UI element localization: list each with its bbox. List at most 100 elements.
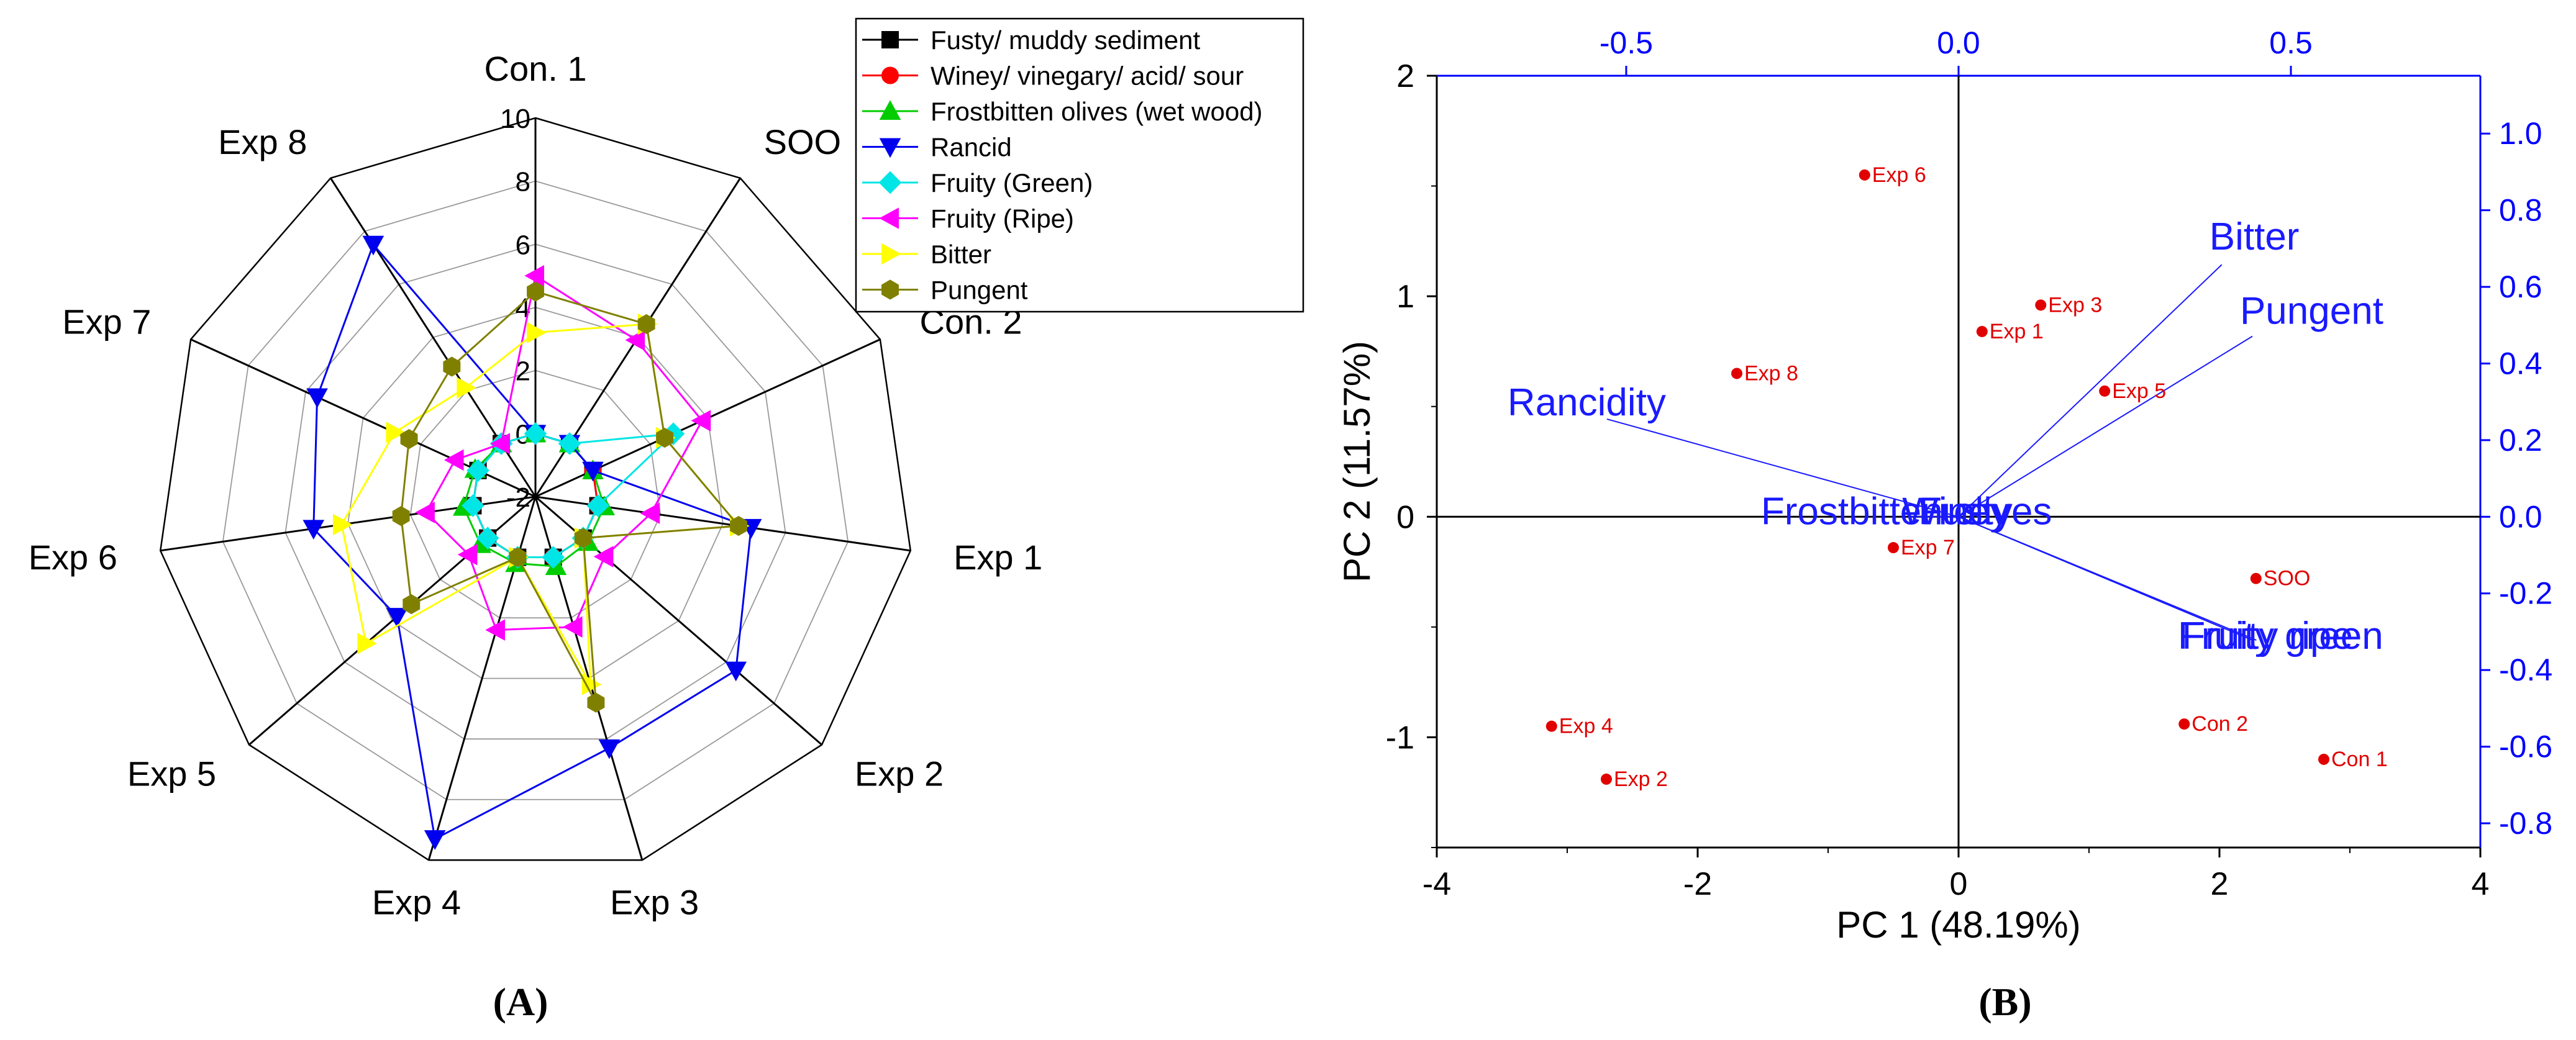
biplot-top-tick-label: -0.5: [1600, 25, 1653, 60]
legend-item-label: Rancid: [931, 133, 1012, 162]
radar-data-point: [637, 314, 655, 335]
radar-data-point: [424, 830, 446, 850]
biplot-right-tick-label: -0.2: [2499, 576, 2552, 611]
radar-data-point: [598, 739, 621, 759]
score-label: Exp 3: [2048, 293, 2102, 317]
radar-data-point: [392, 506, 410, 527]
legend-marker: [879, 207, 899, 229]
score-point: [1601, 773, 1612, 785]
radar-data-point: [303, 520, 325, 540]
legend-box: [855, 17, 1304, 313]
score-point: [1888, 542, 1899, 554]
radar-grid-ring: [284, 243, 786, 740]
radar-data-point: [725, 661, 747, 682]
biplot-right-tick-label: 0.6: [2499, 269, 2542, 304]
biplot-y-tick-label: -1: [1386, 720, 1414, 756]
biplot-y-axis-title: PC 2 (11.57%): [1336, 341, 1378, 582]
legend-item-label: Frostbitten olives (wet wood): [931, 97, 1263, 126]
radar-data-point: [462, 494, 485, 517]
biplot-right-tick-label: -0.8: [2499, 806, 2552, 841]
radar-tick-label: 10: [500, 104, 530, 134]
loading-vector: [1958, 516, 2253, 641]
radar-tick-label: -2: [506, 482, 530, 513]
loading-label: Fruity green: [2178, 615, 2383, 658]
radar-data-point: [524, 422, 547, 445]
radar-grid-ring: [222, 180, 849, 800]
biplot-right-tick-label: -0.6: [2499, 730, 2552, 764]
radar-axis-label: Exp 8: [218, 122, 307, 161]
legend-marker: [878, 171, 902, 194]
loading-label: Rancidity: [1508, 381, 1666, 424]
radar-data-point: [524, 265, 544, 287]
radar-data-point: [467, 459, 489, 482]
radar-grid-ring: [347, 307, 724, 679]
legend-item-label: Pungent: [931, 276, 1028, 305]
radar-data-point: [386, 422, 406, 443]
panel-label-b: (B): [1978, 980, 2031, 1024]
radar-series-line: [340, 323, 741, 685]
radar-axis-label: Exp 5: [127, 754, 216, 793]
radar-data-point: [509, 547, 527, 567]
radar-data-point: [415, 502, 435, 523]
biplot-right-tick-label: 0.8: [2499, 193, 2542, 228]
radar-data-point: [400, 428, 418, 450]
score-point: [1731, 368, 1742, 379]
radar-axis-label: SOO: [764, 122, 841, 161]
radar-grid-ring: [159, 117, 912, 861]
radar-tick-label: 6: [516, 230, 530, 260]
legend-marker: [879, 138, 901, 158]
radar-axis-label: Exp 1: [953, 538, 1042, 577]
legend-item-label: Bitter: [931, 240, 991, 269]
radar-series-line: [400, 291, 741, 703]
score-point: [2250, 572, 2262, 584]
radar-data-point: [640, 502, 660, 525]
score-point: [1545, 720, 1557, 732]
radar-axis-label: Exp 7: [62, 302, 151, 341]
biplot-y-tick-label: 1: [1396, 279, 1414, 315]
loading-vector: [1958, 335, 2253, 518]
biplot-right-tick-label: 1.0: [2499, 116, 2542, 151]
legend-marker: [881, 279, 899, 300]
radar-data-point: [625, 329, 645, 351]
score-point: [2035, 299, 2047, 311]
loading-vector: [1958, 264, 2223, 518]
radar-data-point: [586, 494, 609, 517]
legend-marker: [881, 66, 899, 84]
radar-data-point: [581, 674, 602, 695]
score-label: Exp 7: [1901, 536, 1955, 559]
radar-data-point: [656, 427, 674, 448]
biplot-right-tick-label: 0.4: [2499, 346, 2542, 381]
biplot-chart: -4 -2 0 2 4 -1 0 1 2 -0.5 0.0 0.5 -0.8 -0.6 -0.4 -0.2 0.…: [1336, 25, 2552, 946]
panel-label-a: (A): [493, 980, 548, 1024]
score-label: Exp 5: [2112, 379, 2166, 403]
biplot-y-tick-label: 0: [1396, 499, 1414, 535]
loading-label: Winey: [1902, 490, 2009, 533]
radar-data-point: [587, 692, 605, 713]
radar-data-point: [444, 449, 464, 471]
biplot-top-tick-label: 0.0: [1937, 25, 1980, 60]
loading-vector: [1606, 418, 1959, 518]
radar-data-point: [362, 235, 385, 256]
loading-label: Frostbitten olives: [1761, 490, 2052, 533]
legend-marker: [881, 243, 901, 265]
radar-data-point: [593, 546, 614, 567]
biplot-top-tick-label: 0.5: [2269, 25, 2313, 60]
biplot-x-tick-label: -4: [1422, 866, 1451, 902]
radar-data-point: [457, 543, 478, 566]
radar-data-point: [527, 322, 547, 343]
score-label: Con 1: [2331, 748, 2388, 771]
radar-data-point: [490, 433, 511, 454]
radar-data-point: [386, 608, 408, 628]
biplot-right-tick-label: 0.0: [2499, 499, 2542, 534]
biplot-right-tick-label: 0.2: [2499, 423, 2542, 458]
radar-grid-ring: [409, 369, 662, 618]
score-point: [1859, 169, 1870, 181]
loading-label: Fusty: [1918, 490, 2013, 533]
score-point: [2318, 753, 2329, 765]
legend-item-label: Winey/ vinegary/ acid/ sour: [931, 61, 1244, 91]
biplot-x-tick-label: 0: [1950, 866, 1968, 902]
score-label: Exp 6: [1872, 163, 1926, 187]
radar-axis-label: Exp 4: [372, 882, 461, 921]
biplot-x-tick-label: 2: [2211, 866, 2229, 902]
